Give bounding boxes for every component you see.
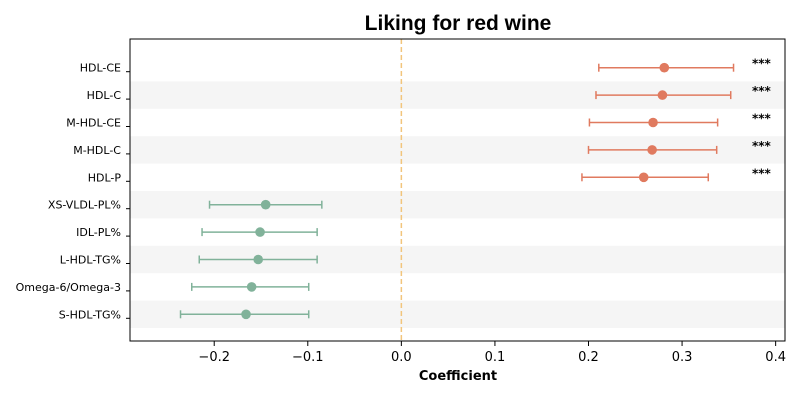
estimate-row: *** (595, 84, 772, 100)
x-axis-label: Coefficient (419, 369, 497, 384)
point-estimate (657, 90, 668, 100)
y-tick-label: M-HDL-C (73, 144, 121, 157)
significance-label: *** (752, 84, 772, 98)
significance-label: *** (752, 166, 772, 180)
estimate-row: *** (587, 139, 772, 155)
estimate-row: *** (581, 166, 772, 183)
x-axis: −0.2 −0.1 0.0 0.1 0.2 0.3 0.4 (198, 341, 786, 365)
y-tick-label: HDL-CE (80, 62, 121, 75)
x-tick-label: −0.1 (292, 350, 324, 365)
plot-frame (129, 38, 786, 342)
point-estimate (260, 199, 271, 210)
estimate-row: *** (598, 57, 772, 73)
point-estimate (246, 282, 257, 292)
estimate-row (198, 254, 318, 265)
y-tick-label: L-HDL-TG% (60, 254, 121, 267)
estimate-row (179, 309, 310, 320)
plot-marks: *** *** *** *** *** (179, 57, 772, 320)
point-estimate (253, 254, 263, 265)
x-tick-label: 0.1 (485, 350, 506, 365)
estimate-row (201, 227, 318, 237)
x-tick-label: 0.0 (391, 350, 412, 365)
chart-title: Liking for red wine (365, 12, 552, 35)
point-estimate (638, 172, 649, 183)
estimate-row (208, 199, 323, 210)
x-tick-label: 0.4 (765, 350, 786, 365)
point-estimate (659, 62, 670, 73)
x-tick-label: 0.2 (578, 350, 599, 365)
y-tick-label: S-HDL-TG% (59, 308, 121, 321)
significance-label: *** (752, 112, 772, 126)
point-estimate (647, 145, 657, 155)
y-tick-label: IDL-PL% (76, 226, 121, 239)
point-estimate (648, 117, 658, 128)
point-estimate (255, 227, 265, 237)
y-tick-label: M-HDL-CE (66, 117, 121, 130)
y-tick-label: XS-VLDL-PL% (48, 199, 121, 212)
y-axis: HDL-CE HDL-C M-HDL-CE M-HDL-C HDL-P XS-VLDL-P… (16, 62, 130, 321)
y-tick-label: HDL-P (88, 171, 122, 184)
y-tick-label: HDL-C (87, 89, 122, 102)
estimate-row (191, 282, 310, 292)
x-tick-label: 0.3 (672, 350, 693, 365)
estimate-row: *** (588, 112, 772, 128)
significance-label: *** (752, 57, 772, 71)
significance-label: *** (752, 139, 772, 153)
point-estimate (241, 309, 251, 320)
x-tick-label: −0.2 (198, 350, 230, 365)
y-tick-label: Omega-6/Omega-3 (16, 281, 121, 294)
